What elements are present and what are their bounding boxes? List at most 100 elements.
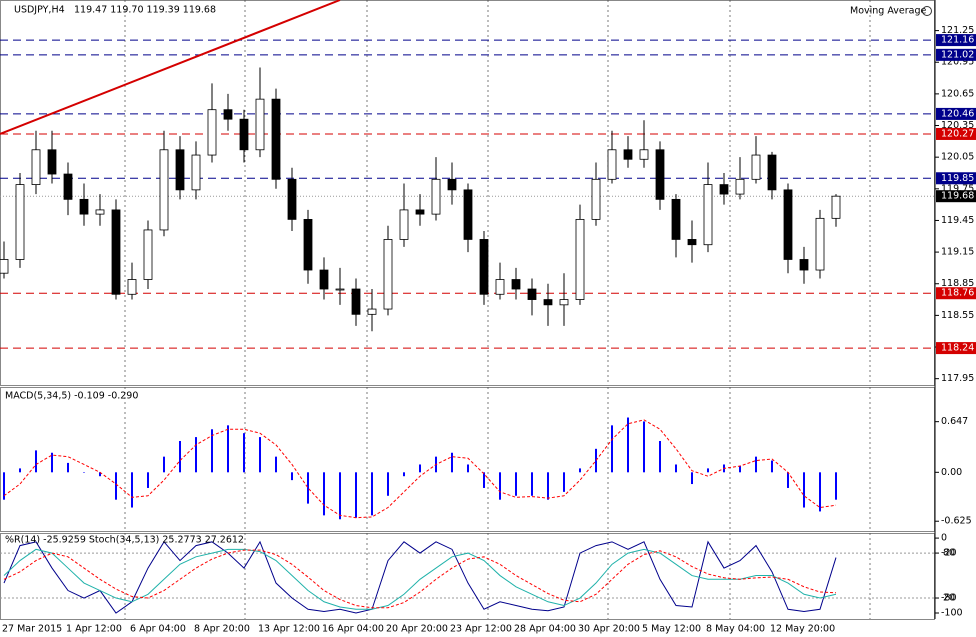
candle-body bbox=[527, 288, 537, 300]
candle-body bbox=[767, 154, 777, 191]
macd-bar bbox=[419, 464, 421, 473]
y-tick-label: 119.15 bbox=[941, 247, 974, 258]
macd-bar bbox=[387, 472, 389, 496]
y2-tick-label: 80 bbox=[943, 548, 955, 559]
candle-body bbox=[383, 239, 393, 310]
macd-bar bbox=[451, 452, 453, 473]
candle-body bbox=[543, 299, 553, 306]
x-tick-label: 8 May 04:00 bbox=[706, 624, 765, 635]
candle-body bbox=[639, 149, 649, 160]
candle-body bbox=[783, 189, 793, 260]
y-tick-label: 118.55 bbox=[941, 310, 974, 321]
macd-bar bbox=[707, 468, 709, 473]
level-label: 118.76 bbox=[941, 288, 974, 299]
macd-bar bbox=[739, 466, 741, 473]
trendline bbox=[0, 0, 341, 135]
candle-body bbox=[303, 218, 313, 271]
x-tick-label: 13 Apr 12:00 bbox=[258, 624, 320, 635]
y-tick-label: 118.85 bbox=[941, 278, 974, 289]
macd-bar bbox=[643, 421, 645, 473]
macd-bar bbox=[99, 472, 101, 477]
x-tick-label: 30 Apr 20:00 bbox=[578, 624, 640, 635]
y-tick-label: 0.00 bbox=[941, 467, 962, 478]
x-tick-label: 27 Mar 2015 bbox=[2, 624, 62, 635]
macd-bar bbox=[211, 429, 213, 473]
candle-body bbox=[287, 178, 297, 220]
macd-bar bbox=[691, 472, 693, 485]
macd-bar bbox=[3, 472, 5, 500]
y-tick-label: 120.35 bbox=[941, 120, 974, 131]
x-tick-label: 23 Apr 12:00 bbox=[450, 624, 512, 635]
x-tick-label: 12 May 20:00 bbox=[770, 624, 835, 635]
candle-body bbox=[143, 229, 153, 280]
y-tick-label: 120.65 bbox=[941, 88, 974, 99]
level-label-bg bbox=[936, 48, 976, 61]
chart-subtitle: 119.47 119.70 119.39 119.68 bbox=[74, 5, 216, 16]
candle-body bbox=[799, 259, 809, 271]
macd-bar bbox=[803, 472, 805, 508]
candle-body bbox=[319, 269, 329, 290]
candle-body bbox=[351, 288, 361, 315]
candle-body bbox=[31, 149, 41, 185]
level-label: 121.16 bbox=[941, 35, 974, 46]
macd-bar bbox=[531, 472, 533, 496]
level-label: 119.85 bbox=[941, 173, 974, 184]
y-tick-label: 121.25 bbox=[941, 25, 974, 36]
level-label-bg bbox=[936, 287, 976, 300]
macd-bar bbox=[627, 417, 629, 473]
candle-body bbox=[671, 198, 681, 240]
candle-body bbox=[751, 154, 761, 180]
y-tick-label: 120.05 bbox=[941, 152, 974, 163]
candle-body bbox=[415, 209, 425, 215]
candle-body bbox=[255, 98, 265, 151]
candle-body bbox=[399, 209, 409, 240]
candle-body bbox=[447, 178, 457, 191]
macd-bar bbox=[787, 472, 789, 488]
y2-tick-label: 20 bbox=[943, 593, 955, 604]
macd-bar bbox=[291, 472, 293, 481]
macd-bar bbox=[579, 468, 581, 473]
y-tick-label: -20 bbox=[941, 548, 957, 559]
candle-body bbox=[127, 279, 137, 295]
level-label-bg bbox=[936, 172, 976, 185]
macd-bar bbox=[499, 472, 501, 500]
macd-bar bbox=[51, 452, 53, 473]
x-tick-label: 5 May 12:00 bbox=[642, 624, 701, 635]
macd-bar bbox=[19, 468, 21, 473]
level-label: 121.02 bbox=[941, 49, 974, 60]
y-tick-label: 0 bbox=[941, 533, 947, 544]
level-label-bg bbox=[936, 34, 976, 47]
macd-bar bbox=[147, 472, 149, 488]
macd-bar bbox=[771, 460, 773, 473]
x-tick-label: 8 Apr 20:00 bbox=[194, 624, 250, 635]
series-line bbox=[3, 549, 837, 609]
level-label: 120.27 bbox=[941, 128, 974, 139]
macd-bar bbox=[355, 472, 357, 518]
indicator-icon[interactable] bbox=[922, 6, 932, 16]
candle-body bbox=[735, 178, 745, 195]
macd-bar bbox=[83, 472, 85, 473]
candle-body bbox=[719, 184, 729, 195]
y-tick-label: 119.45 bbox=[941, 215, 974, 226]
candle-body bbox=[831, 195, 841, 219]
candle-body bbox=[223, 109, 233, 120]
macd-bar bbox=[115, 472, 117, 500]
macd-bar bbox=[67, 462, 69, 473]
candle-body bbox=[175, 149, 185, 191]
macd-bar bbox=[467, 464, 469, 473]
macd-bar bbox=[131, 472, 133, 508]
signal-line bbox=[3, 419, 837, 519]
candle-body bbox=[687, 239, 697, 246]
chart-title: USDJPY,H4 bbox=[14, 5, 65, 16]
candle-body bbox=[591, 178, 601, 220]
macd-bar bbox=[547, 472, 549, 500]
candle-body bbox=[479, 239, 489, 295]
level-label-bg bbox=[936, 107, 976, 120]
y-tick-label: 119.75 bbox=[941, 183, 974, 194]
macd-bar bbox=[243, 433, 245, 473]
y-tick-label: 120.95 bbox=[941, 57, 974, 68]
candle-body bbox=[703, 184, 713, 246]
x-tick-label: 1 Apr 12:00 bbox=[66, 624, 122, 635]
candle-body bbox=[15, 184, 25, 260]
